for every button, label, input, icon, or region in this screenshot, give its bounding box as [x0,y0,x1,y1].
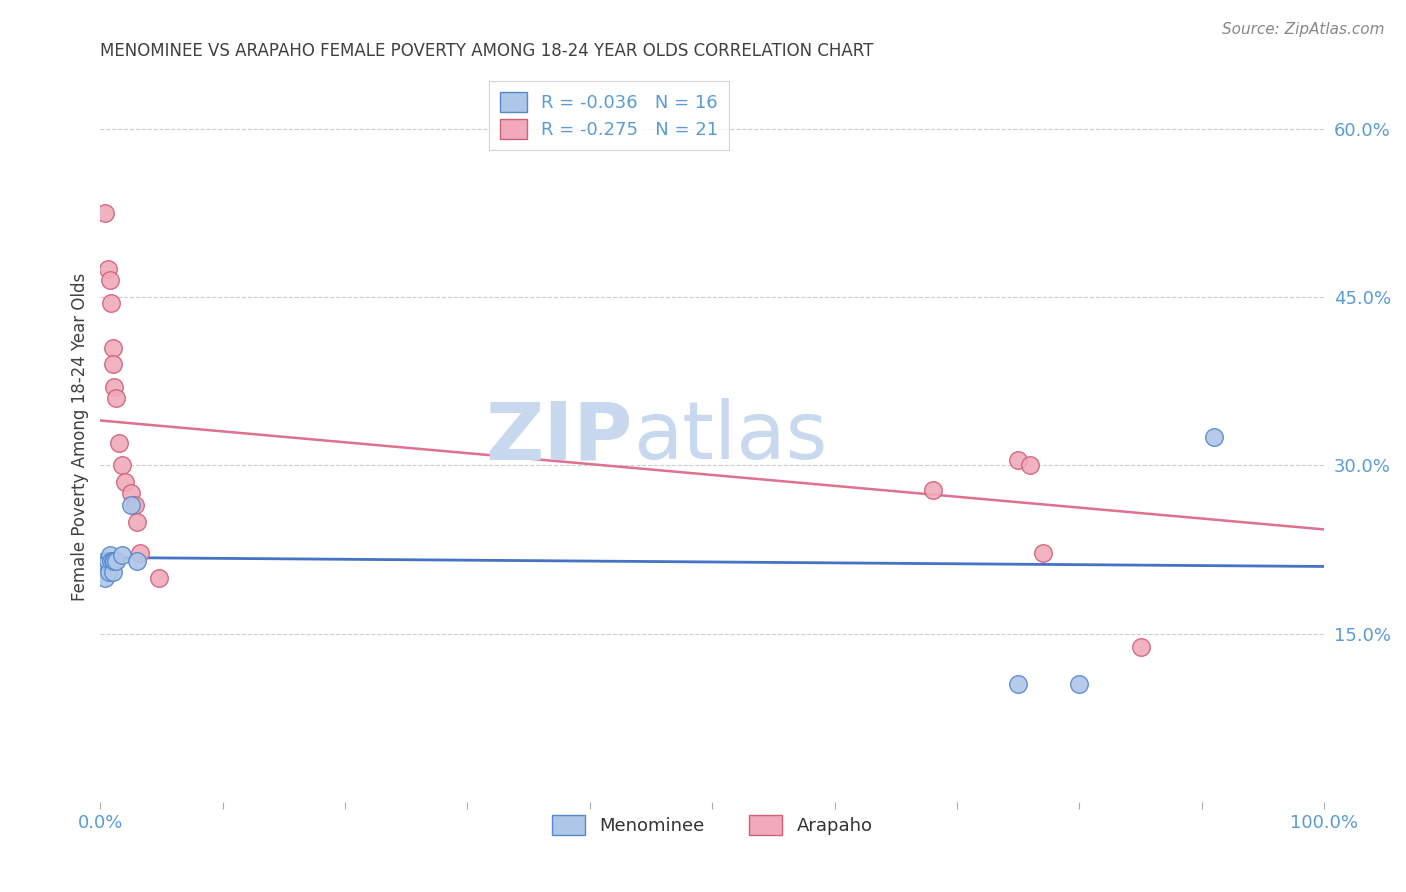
Point [105,391,128,405]
Point [103,380,125,394]
Point [101,565,124,579]
Point [94,206,117,220]
Point [98,548,121,562]
Point [120,498,142,512]
Point [1069,677,1091,691]
Y-axis label: Female Poverty Among 18-24 Year Olds: Female Poverty Among 18-24 Year Olds [72,273,89,601]
Point [1007,677,1029,691]
Point [1019,458,1042,473]
Text: MENOMINEE VS ARAPAHO FEMALE POVERTY AMONG 18-24 YEAR OLDS CORRELATION CHART: MENOMINEE VS ARAPAHO FEMALE POVERTY AMON… [100,42,873,60]
Point [128,546,150,560]
Point [1032,546,1054,560]
Point [101,357,124,371]
Point [98,273,121,287]
Point [125,515,148,529]
Point [97,565,120,579]
Point [1129,640,1152,655]
Legend: Menominee, Arapaho: Menominee, Arapaho [543,806,882,845]
Point [94,571,117,585]
Point [1202,430,1225,444]
Point [1007,452,1029,467]
Text: ZIP: ZIP [485,399,633,476]
Point [148,571,170,585]
Point [100,295,122,310]
Point [97,554,120,568]
Point [101,554,124,568]
Point [97,261,120,276]
Point [111,548,134,562]
Text: atlas: atlas [633,399,827,476]
Text: Source: ZipAtlas.com: Source: ZipAtlas.com [1222,22,1385,37]
Point [103,554,125,568]
Point [120,486,142,500]
Point [125,554,148,568]
Point [101,341,124,355]
Point [105,554,128,568]
Point [921,483,943,497]
Point [107,436,129,450]
Point [94,554,117,568]
Point [111,458,134,473]
Point [114,475,136,490]
Point [100,554,122,568]
Point [124,498,146,512]
